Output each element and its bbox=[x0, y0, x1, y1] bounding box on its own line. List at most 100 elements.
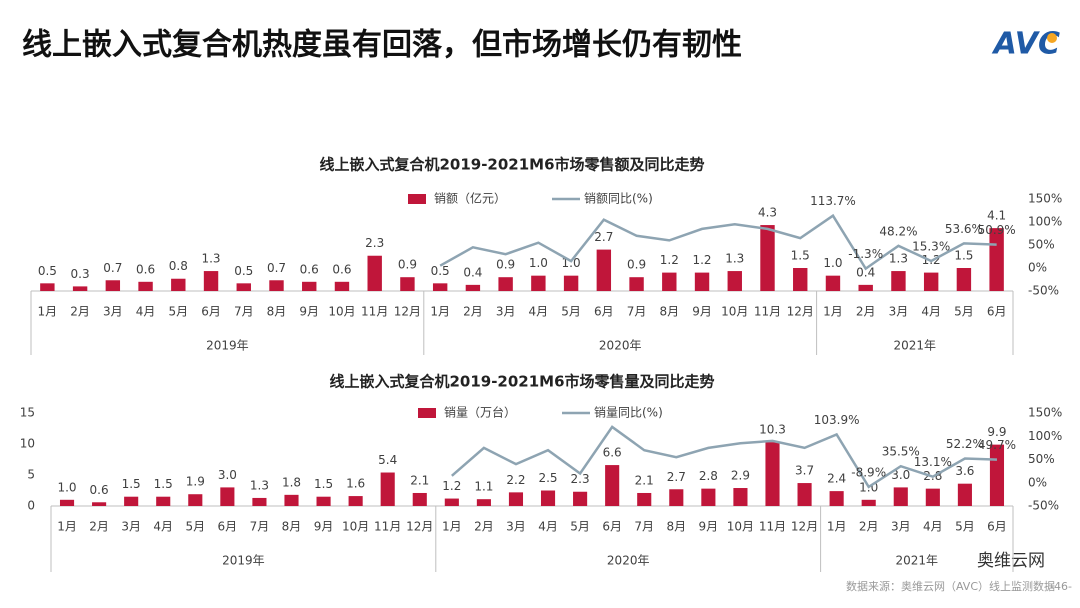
bar bbox=[105, 280, 121, 291]
bar-value-label: 1.5 bbox=[954, 249, 973, 263]
bar bbox=[760, 225, 775, 291]
line-value-label: 113.7% bbox=[810, 194, 856, 208]
bar-value-label: 5.4 bbox=[378, 453, 397, 467]
x-tick-label: 5月 bbox=[955, 520, 975, 534]
bar-value-label: 1.2 bbox=[660, 253, 679, 267]
bar-value-label: 1.5 bbox=[154, 477, 173, 491]
bar-value-label: 3.0 bbox=[891, 468, 910, 482]
x-tick-label: 3月 bbox=[506, 520, 526, 534]
x-tick-label: 1月 bbox=[430, 305, 450, 319]
x-tick-label: 4月 bbox=[923, 520, 943, 534]
bar bbox=[269, 280, 284, 291]
bar bbox=[432, 283, 448, 291]
bar bbox=[989, 228, 1004, 291]
bar-value-label: 0.6 bbox=[300, 262, 319, 276]
bar-value-label: 1.2 bbox=[692, 253, 711, 267]
bar-value-label: 0.6 bbox=[90, 483, 109, 497]
x-tick-label: 3月 bbox=[891, 520, 911, 534]
x-tick-label: 10月 bbox=[727, 520, 754, 534]
x-tick-label: 4月 bbox=[529, 305, 549, 319]
bar bbox=[563, 275, 579, 291]
bar-value-label: 2.8 bbox=[699, 469, 718, 483]
x-tick-label: 2月 bbox=[89, 520, 109, 534]
group-label: 2021年 bbox=[896, 554, 939, 568]
y-tick-label: 15 bbox=[20, 406, 35, 420]
x-tick-label: 1月 bbox=[57, 520, 77, 534]
line-value-label: 35.5% bbox=[882, 445, 920, 459]
x-tick-label: 8月 bbox=[666, 520, 686, 534]
y2-tick-label: 50% bbox=[1028, 452, 1055, 466]
x-tick-label: 3月 bbox=[496, 305, 516, 319]
x-tick-label: 2月 bbox=[856, 305, 876, 319]
x-tick-label: 6月 bbox=[987, 305, 1007, 319]
page-number: -46- bbox=[1050, 580, 1072, 593]
bar bbox=[540, 490, 556, 506]
x-tick-label: 6月 bbox=[602, 520, 622, 534]
bar bbox=[465, 284, 481, 291]
bar-value-label: 3.7 bbox=[795, 464, 814, 478]
y2-tick-label: 150% bbox=[1028, 192, 1062, 206]
x-tick-label: 2月 bbox=[70, 305, 90, 319]
bar bbox=[236, 283, 251, 291]
x-tick-label: 1月 bbox=[823, 305, 843, 319]
bar-value-label: 1.3 bbox=[250, 478, 269, 492]
bar bbox=[858, 284, 873, 291]
x-tick-label: 11月 bbox=[759, 520, 786, 534]
chart-title: 线上嵌入式复合机2019-2021M6市场零售量及同比走势 bbox=[329, 373, 714, 391]
bar-value-label: 0.5 bbox=[234, 264, 253, 278]
bar bbox=[605, 465, 620, 506]
bar-value-label: 1.0 bbox=[57, 480, 76, 494]
x-tick-label: 10月 bbox=[342, 520, 369, 534]
bar bbox=[573, 491, 588, 506]
legend-swatch bbox=[418, 408, 436, 418]
bar bbox=[252, 497, 267, 506]
bar bbox=[412, 492, 427, 506]
source-note: 数据来源：奥维云网（AVC）线上监测数据 bbox=[846, 579, 1055, 593]
bar-value-label: 1.5 bbox=[791, 249, 810, 263]
bar-value-label: 1.3 bbox=[725, 252, 744, 266]
x-tick-label: 2月 bbox=[859, 520, 879, 534]
bar bbox=[727, 271, 742, 291]
x-tick-label: 4月 bbox=[136, 305, 156, 319]
bar bbox=[893, 487, 908, 506]
x-tick-label: 2月 bbox=[463, 305, 483, 319]
bar bbox=[669, 489, 684, 506]
x-tick-label: 6月 bbox=[594, 305, 614, 319]
x-tick-label: 7月 bbox=[250, 520, 270, 534]
bar-value-label: 1.5 bbox=[122, 477, 141, 491]
logo: AVC bbox=[992, 27, 1060, 62]
bar-value-label: 2.1 bbox=[635, 473, 654, 487]
bar bbox=[302, 281, 317, 291]
x-tick-label: 8月 bbox=[267, 305, 287, 319]
x-tick-label: 12月 bbox=[787, 305, 814, 319]
x-tick-label: 3月 bbox=[889, 305, 909, 319]
group-label: 2019年 bbox=[206, 339, 249, 353]
y2-tick-label: 50% bbox=[1028, 238, 1055, 252]
x-tick-label: 10月 bbox=[328, 305, 355, 319]
bar bbox=[925, 488, 940, 506]
bar bbox=[694, 272, 710, 291]
x-tick-label: 4月 bbox=[153, 520, 173, 534]
bar-value-label: 4.3 bbox=[758, 206, 777, 220]
bar-value-label: 1.0 bbox=[823, 256, 842, 270]
x-tick-label: 7月 bbox=[234, 305, 254, 319]
legend-swatch bbox=[408, 194, 426, 204]
bar bbox=[829, 491, 844, 506]
bar-value-label: 0.4 bbox=[463, 265, 482, 279]
x-tick-label: 7月 bbox=[627, 305, 647, 319]
group-label: 2020年 bbox=[607, 554, 650, 568]
bar-value-label: 0.4 bbox=[856, 265, 875, 279]
bar-value-label: 3.6 bbox=[955, 464, 974, 478]
y2-tick-label: 0% bbox=[1028, 475, 1047, 489]
line-value-label: 52.2% bbox=[946, 437, 984, 451]
x-tick-label: 5月 bbox=[954, 305, 974, 319]
group-label: 2019年 bbox=[222, 554, 265, 568]
bar-value-label: 9.9 bbox=[987, 425, 1006, 439]
x-tick-label: 11月 bbox=[374, 520, 401, 534]
line-value-label: 48.2% bbox=[879, 224, 917, 238]
bar-value-label: 0.7 bbox=[103, 261, 122, 275]
y2-tick-label: -50% bbox=[1028, 284, 1059, 298]
bar-value-label: 0.6 bbox=[136, 262, 155, 276]
y2-tick-label: 150% bbox=[1028, 406, 1062, 420]
bar bbox=[124, 496, 139, 506]
